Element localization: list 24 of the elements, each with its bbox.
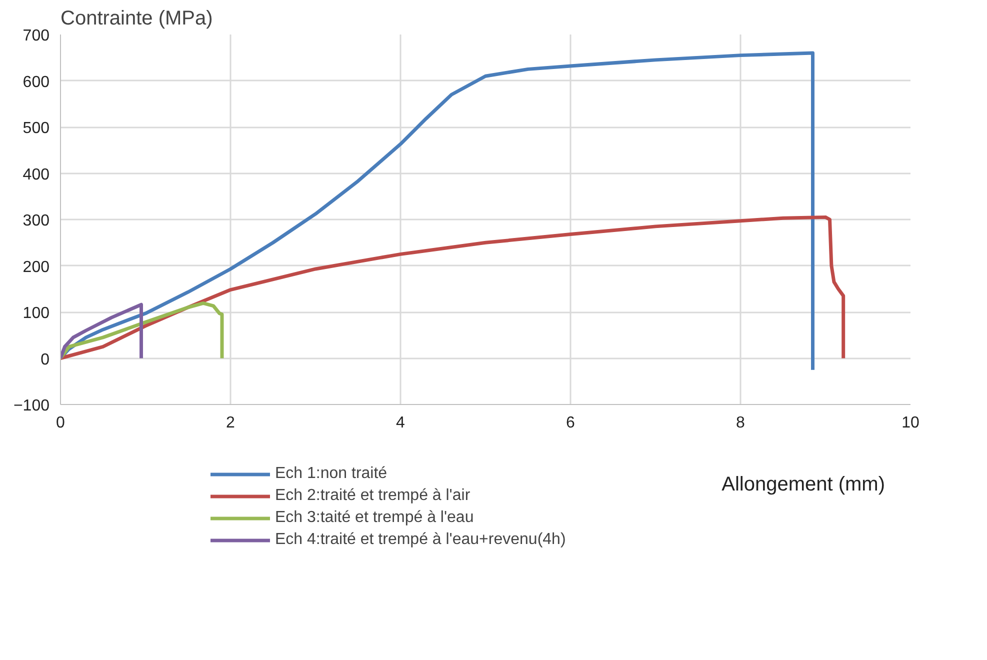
x-tick-label: 8 <box>736 414 746 432</box>
line-series <box>60 301 224 360</box>
y-tick-label: 100 <box>22 305 50 322</box>
legend-label: Ech 4:traité et trempé à l'eau+revenu(4h) <box>275 531 566 549</box>
line-series <box>60 215 846 360</box>
y-tick-label: 700 <box>22 28 50 44</box>
legend-label: Ech 1:non traité <box>275 465 388 483</box>
x-tick-label: 10 <box>902 414 920 432</box>
y-tick-label: 0 <box>40 351 50 368</box>
y-tick-label: 500 <box>22 120 50 137</box>
legend-label: Ech 2:traité et trempé à l'air <box>275 487 470 505</box>
y-tick-label: −100 <box>13 398 50 414</box>
y-tick-label: 600 <box>22 74 50 91</box>
x-tick-label: 0 <box>56 414 66 432</box>
x-tick-label: 2 <box>226 414 236 432</box>
x-tick-label: 4 <box>396 414 406 432</box>
line-series <box>60 302 143 360</box>
y-axis-title: Contrainte (MPa) <box>60 8 213 30</box>
y-tick-label: 300 <box>22 212 50 230</box>
x-axis-title: Allongement (mm) <box>722 474 886 496</box>
y-tick-label: 400 <box>22 166 50 184</box>
x-tick-label: 6 <box>566 414 576 432</box>
legend-label: Ech 3:taité et trempé à l'eau <box>275 509 474 527</box>
y-tick-label: 200 <box>22 258 50 276</box>
